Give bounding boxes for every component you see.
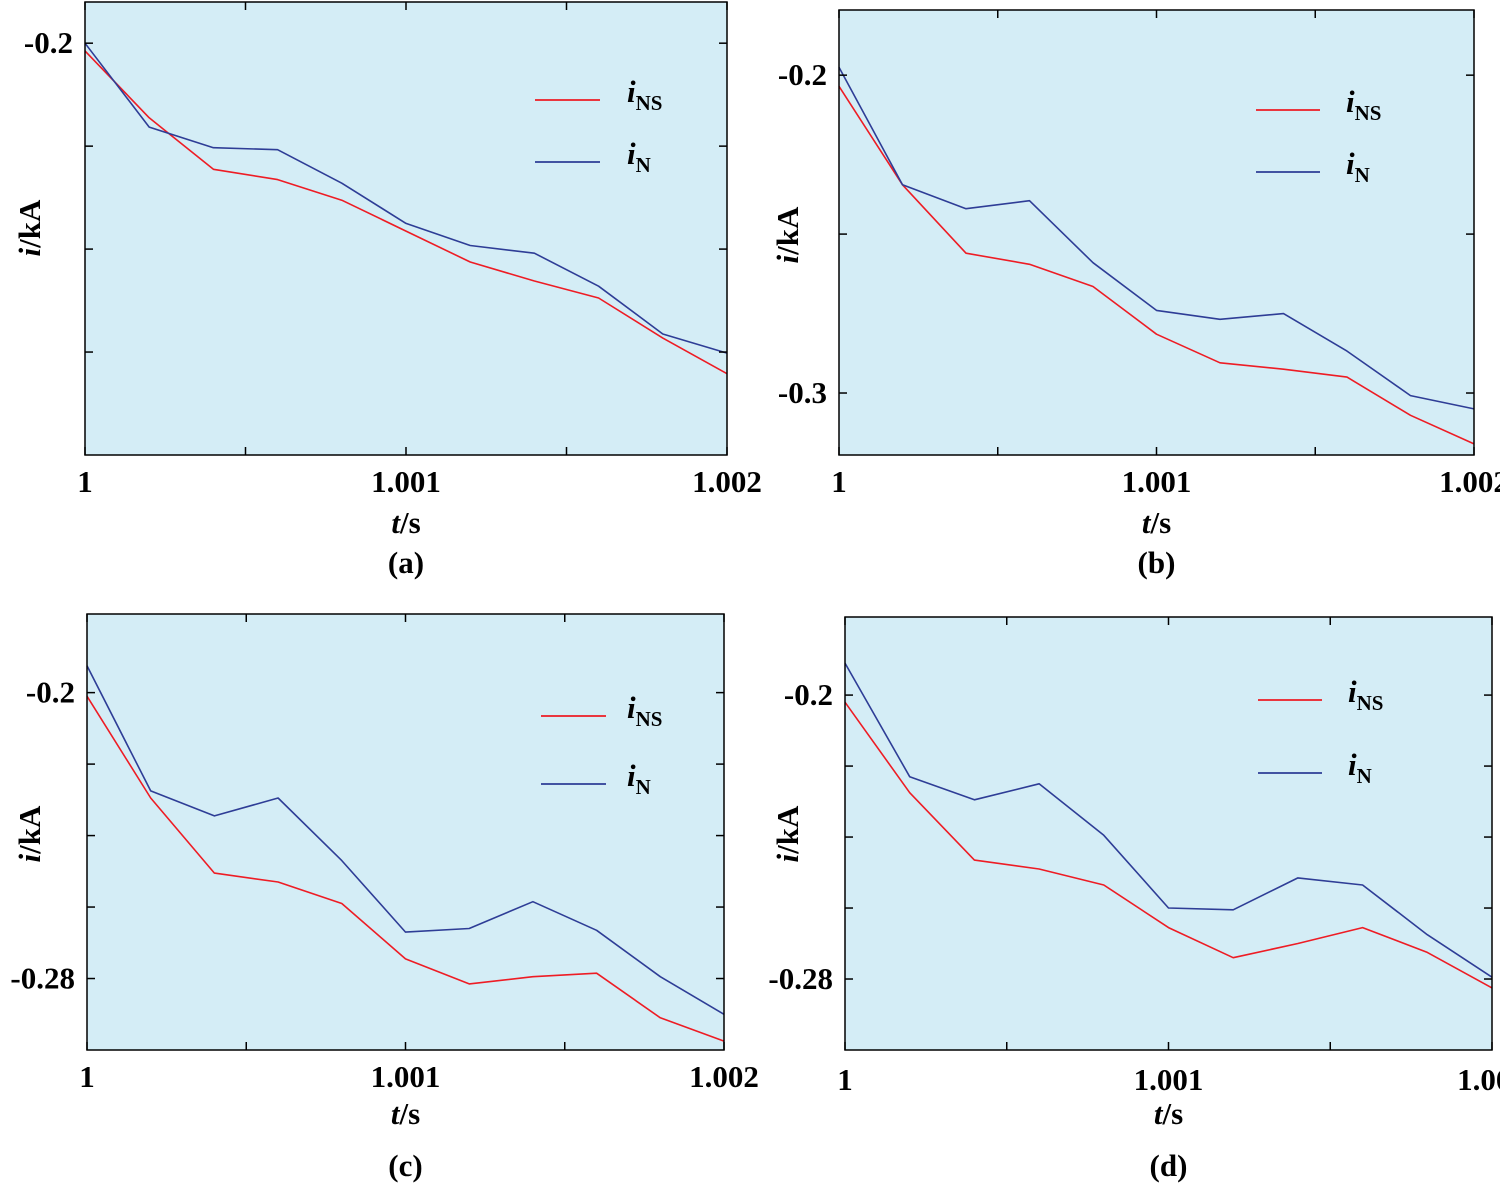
x-tick-label: 1.001 xyxy=(1134,1062,1204,1097)
legend-label: iNS xyxy=(627,690,662,731)
legend-label-subscript: N xyxy=(636,775,651,799)
legend-label-symbol: i xyxy=(1348,747,1357,782)
x-axis-label: t/s xyxy=(391,1096,420,1131)
legend-label-symbol: i xyxy=(627,758,636,793)
legend-label-symbol: i xyxy=(1346,146,1355,181)
series-line-n xyxy=(84,42,728,354)
legend-label-subscript: NS xyxy=(1357,691,1384,715)
x-axis-label-symbol: t xyxy=(391,505,401,540)
legend-item-ns: iNS xyxy=(1258,674,1383,715)
series-line-ns xyxy=(838,85,1475,445)
x-tick-label: 1 xyxy=(837,1062,853,1097)
x-tick-label: 1 xyxy=(831,464,847,499)
x-tick-label: 1.001 xyxy=(371,1059,441,1094)
legend-item-n: iN xyxy=(1258,747,1372,788)
legend-label-symbol: i xyxy=(627,690,636,725)
legend-label-subscript: N xyxy=(636,153,651,177)
y-axis-label: i/kA xyxy=(770,206,805,263)
legend-label: iNS xyxy=(1346,84,1381,125)
x-tick-label: 1.002 xyxy=(689,1059,759,1094)
x-tick-label: 1.002 xyxy=(1439,464,1500,499)
legend-label-symbol: i xyxy=(627,74,636,109)
x-tick-label: 1.002 xyxy=(692,464,762,499)
y-tick-label: -0.28 xyxy=(768,961,833,996)
legend-label-symbol: i xyxy=(627,136,636,171)
y-axis-label-unit: /kA xyxy=(770,206,805,256)
legend-label: iN xyxy=(627,758,651,799)
x-tick-label: 1.001 xyxy=(371,464,441,499)
x-tick-label: 1.002 xyxy=(1457,1062,1500,1097)
legend-label: iNS xyxy=(1348,674,1383,715)
panel-caption: (d) xyxy=(1150,1148,1188,1183)
series-line-n xyxy=(86,665,725,1015)
y-axis-label: i/kA xyxy=(12,805,47,862)
panel-caption: (b) xyxy=(1138,545,1176,580)
plot-area xyxy=(839,10,1474,455)
x-axis-label-unit: /s xyxy=(399,505,421,540)
y-tick-label: -0.2 xyxy=(778,57,827,92)
series-line-ns xyxy=(86,695,725,1042)
legend-label-subscript: NS xyxy=(636,91,663,115)
legend-label: iN xyxy=(1346,146,1370,187)
x-axis-label: t/s xyxy=(1154,1096,1183,1131)
legend-item-ns: iNS xyxy=(535,74,662,115)
x-axis-label-unit: /s xyxy=(398,1096,420,1131)
x-axis-label: t/s xyxy=(1142,505,1171,540)
legend-label-subscript: NS xyxy=(636,707,663,731)
y-tick-label: -0.3 xyxy=(778,375,827,410)
x-axis-label: t/s xyxy=(391,505,420,540)
legend-label-subscript: N xyxy=(1355,163,1370,187)
y-axis-label-symbol: i xyxy=(12,853,47,862)
legend-label-subscript: NS xyxy=(1355,101,1382,125)
series-line-ns xyxy=(84,50,728,375)
x-axis-label-unit: /s xyxy=(1149,505,1171,540)
x-tick-label: 1 xyxy=(77,464,93,499)
y-tick-label: -0.28 xyxy=(10,961,75,996)
plot-area xyxy=(845,617,1492,1050)
legend-label: iN xyxy=(1348,747,1372,788)
y-axis-label-unit: /kA xyxy=(12,199,47,249)
y-axis-label-symbol: i xyxy=(770,254,805,263)
x-tick-label: 1.001 xyxy=(1122,464,1192,499)
legend-item-ns: iNS xyxy=(1256,84,1381,125)
series-line-n xyxy=(844,662,1493,978)
legend-item-n: iN xyxy=(535,136,651,177)
legend-label: iN xyxy=(627,136,651,177)
y-axis-label-symbol: i xyxy=(770,853,805,862)
y-tick-label: -0.2 xyxy=(784,677,833,712)
x-axis-label-symbol: t xyxy=(1142,505,1152,540)
plot-area xyxy=(87,614,724,1050)
y-axis-label: i/kA xyxy=(770,805,805,862)
series-line-ns xyxy=(844,701,1493,989)
y-axis-label: i/kA xyxy=(12,199,47,256)
x-tick-label: 1 xyxy=(79,1059,95,1094)
x-axis-label-symbol: t xyxy=(1154,1096,1164,1131)
y-tick-label: -0.2 xyxy=(26,675,75,710)
legend-item-n: iN xyxy=(541,758,651,799)
legend-label-symbol: i xyxy=(1346,84,1355,119)
plot-area xyxy=(85,2,727,455)
panel-caption: (a) xyxy=(388,545,424,580)
y-tick-label: -0.2 xyxy=(24,25,73,60)
series-line-n xyxy=(838,66,1475,410)
y-axis-label-unit: /kA xyxy=(12,805,47,855)
legend-item-ns: iNS xyxy=(541,690,662,731)
panel-caption: (c) xyxy=(388,1148,422,1183)
legend-label: iNS xyxy=(627,74,662,115)
y-axis-label-unit: /kA xyxy=(770,805,805,855)
legend-label-symbol: i xyxy=(1348,674,1357,709)
x-axis-label-symbol: t xyxy=(391,1096,401,1131)
legend-item-n: iN xyxy=(1256,146,1370,187)
x-axis-label-unit: /s xyxy=(1161,1096,1183,1131)
legend-label-subscript: N xyxy=(1357,764,1372,788)
y-axis-label-symbol: i xyxy=(12,247,47,256)
